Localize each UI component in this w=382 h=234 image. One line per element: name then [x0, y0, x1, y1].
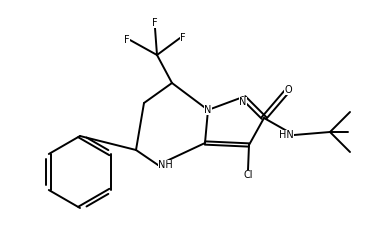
Text: HN: HN: [279, 130, 294, 140]
Text: NH: NH: [158, 160, 173, 170]
Text: F: F: [180, 33, 186, 43]
Text: N: N: [239, 97, 247, 107]
Text: F: F: [125, 35, 130, 45]
Text: O: O: [284, 85, 292, 95]
Text: N: N: [204, 105, 212, 115]
Text: Cl: Cl: [243, 170, 253, 180]
Text: F: F: [152, 18, 158, 28]
